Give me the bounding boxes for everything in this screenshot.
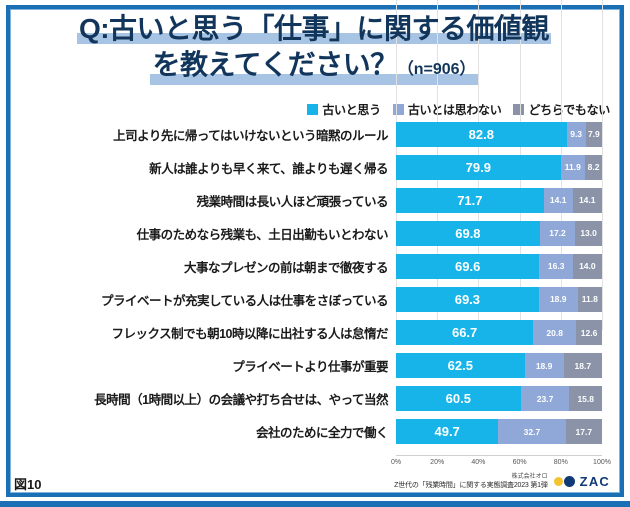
bar-segment-1: 60.5 [396, 386, 521, 412]
bar-segment-3: 14.1 [572, 187, 602, 213]
chart-row-label: 長時間（1時間以上）の会議や打ち合せは、やって当然 [94, 393, 388, 408]
chart-row-bars: 69.8 17.2 13.0 [396, 220, 602, 246]
footer: 株式会社オロ Z世代の「残業時間」に関する実態調査2023 第1弾 ZAC [394, 474, 610, 490]
chart-row: フレックス制でも朝10時以降に出社する人は怠惰だ 66.7 20.8 12.6 [18, 319, 612, 347]
bar-segment-2: 20.8 [533, 320, 577, 346]
chart-row: 上司より先に帰ってはいけないという暗黙のルール 82.8 9.3 7.9 [18, 120, 612, 148]
stacked-bar-chart: 上司より先に帰ってはいけないという暗黙のルール 82.8 9.3 7.9 新人は誰よりも… [18, 120, 612, 460]
bar-segment-2: 16.3 [539, 253, 573, 279]
footer-survey-name: Z世代の「残業時間」に関する実態調査2023 第1弾 [394, 481, 548, 489]
bar-segment-3: 17.7 [565, 419, 602, 445]
axis-tick-label: 40% [471, 459, 486, 466]
axis-tick-label: 80% [553, 459, 568, 466]
bar-segment-1: 71.7 [396, 187, 544, 213]
bar-segment-3: 11.8 [577, 286, 602, 312]
bar-segment-3: 13.0 [575, 220, 602, 246]
chart-row-bars: 71.7 14.1 14.1 [396, 187, 602, 213]
legend-item-0: 古いと思う [307, 101, 381, 118]
sample-size-label: （n=906） [397, 61, 476, 78]
chart-row: 長時間（1時間以上）の会議や打ち合せは、やって当然 60.5 23.7 15.8 [18, 385, 612, 413]
chart-row-bars: 79.9 11.9 8.2 [396, 154, 602, 180]
chart-row: プライベートが充実している人は仕事をさぼっている 69.3 18.9 11.8 [18, 285, 612, 313]
bar-segment-2: 32.7 [498, 419, 566, 445]
footer-company-name: 株式会社オロ [511, 474, 548, 480]
chart-row: 会社のために全力で働く 49.7 32.7 17.7 [18, 418, 612, 446]
chart-row: 大事なプレゼンの前は朝まで徹夜する 69.6 16.3 14.0 [18, 252, 612, 280]
title-line-1: Q:古いと思う「仕事」に関する価値観 [76, 12, 552, 46]
chart-row-label: 新人は誰よりも早く来て、誰よりも遅く帰る [149, 161, 388, 176]
legend-swatch-icon-1 [392, 104, 404, 115]
bar-segment-3: 7.9 [585, 121, 602, 147]
bar-segment-2: 14.1 [543, 187, 573, 213]
bar-segment-1: 62.5 [396, 353, 525, 379]
bar-segment-1: 69.3 [396, 286, 539, 312]
chart-row-label: 仕事のためなら残業も、土日出勤もいとわない [136, 227, 389, 242]
chart-row-bars: 62.5 18.9 18.7 [396, 353, 603, 379]
chart-row: 新人は誰よりも早く来て、誰よりも遅く帰る 79.9 11.9 8.2 [18, 153, 612, 181]
bar-segment-2: 11.9 [560, 154, 586, 180]
bar-segment-3: 18.7 [563, 353, 603, 379]
legend-item-2: どちらでもない [513, 101, 610, 118]
logo-navy-circle-icon [563, 476, 575, 488]
bar-segment-2: 17.2 [539, 220, 576, 246]
bar-segment-3: 8.2 [585, 154, 602, 180]
bar-segment-2: 18.9 [524, 353, 564, 379]
title-highlight-2 [150, 74, 478, 85]
page-title: Q:古いと思う「仕事」に関する価値観 を教えてください？（n=906） [14, 12, 614, 87]
slide-frame [6, 5, 624, 497]
chart-row-label: プライベートが充実している人は仕事をさぼっている [100, 293, 389, 308]
legend-item-1: 古いとは思わない [392, 101, 502, 118]
title-line-2-text: を教えてください？ [152, 49, 398, 80]
axis-tick-label: 0% [390, 459, 402, 466]
chart-row: 残業時間は長い人ほど頑張っている 71.7 14.1 14.1 [18, 186, 612, 214]
chart-row-label: 会社のために全力で働く [255, 426, 389, 441]
chart-row-bars: 49.7 32.7 17.7 [396, 419, 602, 445]
bottom-accent-bar [0, 501, 630, 507]
chart-row-label: プライベートより仕事が重要 [232, 360, 388, 375]
figure-tag: 図10 [14, 477, 42, 492]
logo-yellow-circle-icon [553, 477, 563, 487]
axis-tick-label: 100% [593, 459, 611, 466]
title-line-2: を教えてください？（n=906） [150, 48, 478, 87]
chart-row-bars: 69.6 16.3 14.0 [396, 253, 602, 279]
chart-row-bars: 66.7 20.8 12.6 [396, 320, 602, 346]
chart-row-label: 残業時間は長い人ほど頑張っている [196, 194, 389, 209]
chart-row-bars: 60.5 23.7 15.8 [396, 386, 602, 412]
chart-row-label: フレックス制でも朝10時以降に出社する人は怠惰だ [111, 327, 388, 342]
chart-row-bars: 82.8 9.3 7.9 [396, 121, 602, 147]
bar-segment-3: 15.8 [569, 386, 602, 412]
bar-segment-1: 69.8 [396, 220, 540, 246]
chart-row: 仕事のためなら残業も、土日出勤もいとわない 69.8 17.2 13.0 [18, 219, 612, 247]
bar-segment-1: 66.7 [396, 320, 534, 346]
chart-legend: 古いと思う 古いとは思わない どちらでもない [307, 101, 610, 118]
title-highlight-1 [76, 33, 552, 44]
bar-segment-3: 12.6 [576, 320, 602, 346]
legend-label-2: どちらでもない [528, 103, 610, 117]
chart-row: プライベートより仕事が重要 62.5 18.9 18.7 [18, 352, 612, 380]
legend-label-0: 古いと思う [322, 103, 381, 117]
bar-segment-1: 69.6 [396, 253, 540, 279]
legend-label-1: 古いとは思わない [407, 103, 502, 117]
footer-text-group: 株式会社オロ Z世代の「残業時間」に関する実態調査2023 第1弾 [394, 474, 548, 490]
bar-segment-3: 14.0 [572, 253, 602, 279]
bar-segment-2: 18.9 [538, 286, 578, 312]
bar-segment-1: 79.9 [396, 154, 561, 180]
chart-axis-line [396, 455, 602, 456]
bar-segment-1: 82.8 [396, 121, 567, 147]
zac-logo: ZAC [553, 474, 610, 490]
axis-tick-label: 20% [430, 459, 445, 466]
chart-row-label: 上司より先に帰ってはいけないという暗黙のルール [113, 128, 388, 143]
bar-segment-1: 49.7 [396, 419, 499, 445]
chart-x-axis: 0% 20% 40% 60% 80% 100% [391, 459, 611, 473]
legend-swatch-icon-2 [513, 104, 525, 115]
bar-segment-2: 23.7 [520, 386, 570, 412]
bar-segment-2: 9.3 [566, 121, 586, 147]
logo-text: ZAC [579, 474, 610, 490]
chart-row-label: 大事なプレゼンの前は朝まで徹夜する [183, 260, 389, 275]
axis-tick-label: 60% [512, 459, 527, 466]
title-line-1-text: Q:古いと思う「仕事」に関する価値観 [78, 13, 550, 44]
chart-row-bars: 69.3 18.9 11.8 [396, 286, 602, 312]
legend-swatch-icon-0 [307, 104, 319, 115]
